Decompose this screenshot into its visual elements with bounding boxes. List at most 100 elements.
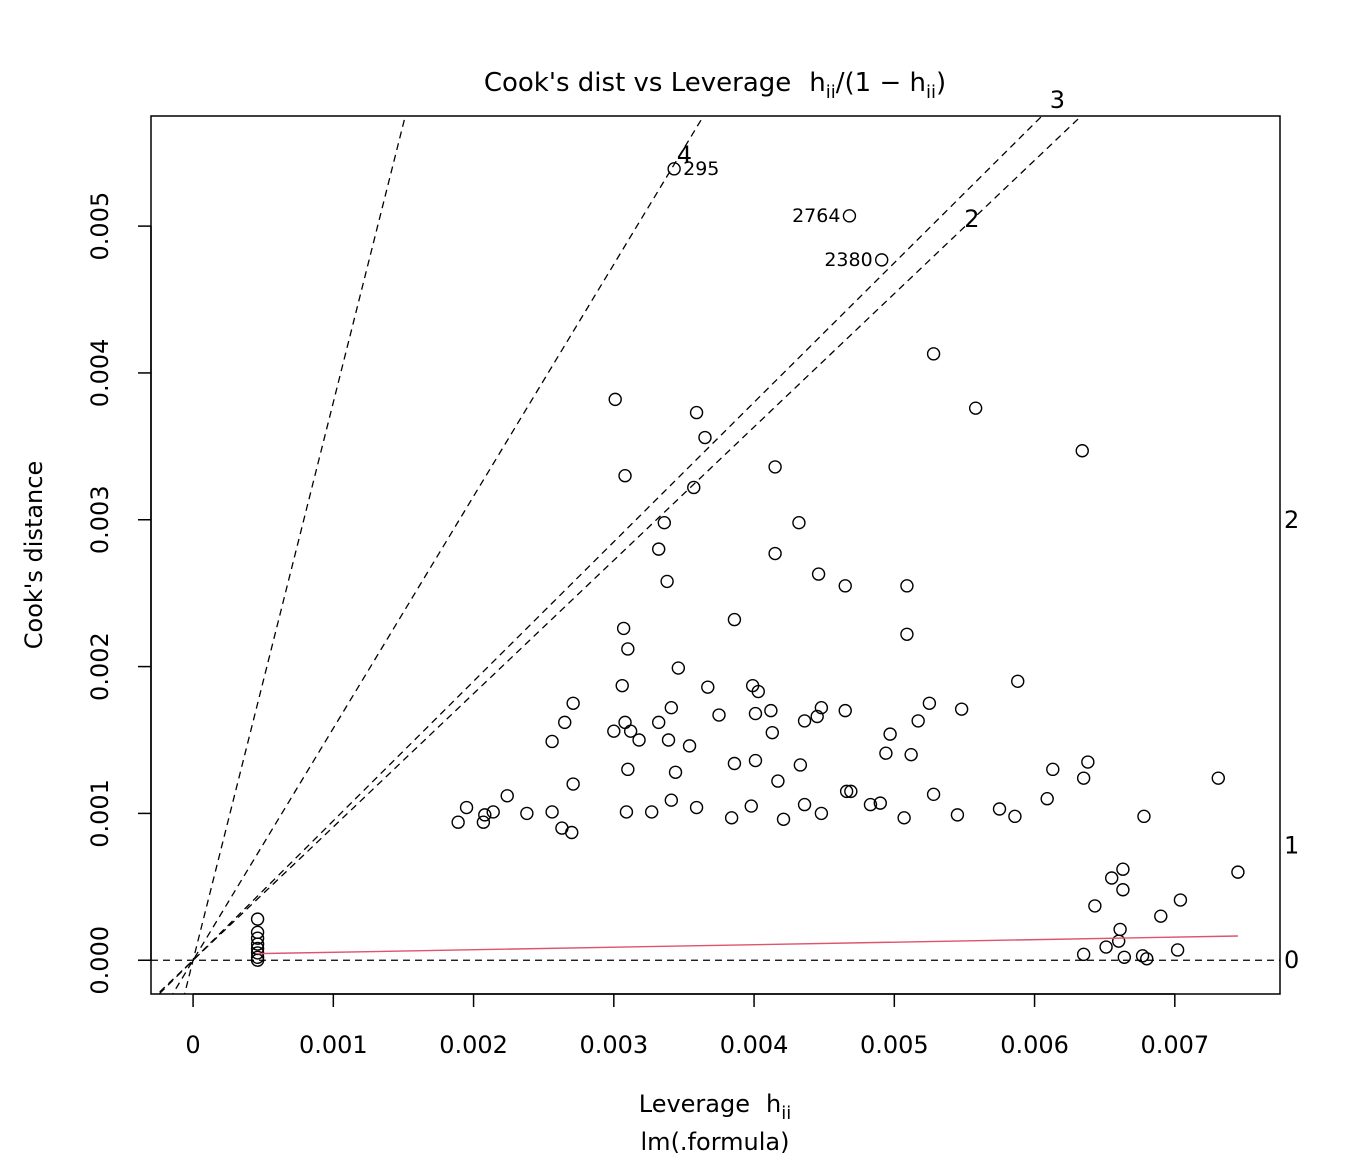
contour-label-3: 3 [1050, 86, 1065, 114]
data-point [558, 715, 572, 730]
data-point [689, 800, 704, 815]
data-point [1081, 755, 1095, 769]
data-point [616, 621, 631, 636]
plot-area-frame [150, 115, 1281, 995]
data-point [1154, 909, 1168, 923]
data-point [926, 787, 941, 802]
data-point [459, 800, 474, 815]
data-point [838, 703, 852, 718]
x-tick-label: 0.004 [720, 1031, 789, 1059]
contour-line-1 [183, 116, 406, 994]
data-point [451, 815, 465, 829]
y-tick-label: 0.005 [86, 192, 114, 261]
data-point [661, 733, 676, 747]
data-point [671, 661, 686, 675]
data-point [1117, 950, 1132, 964]
y-tick-label: 0.004 [86, 339, 114, 408]
data-point [1011, 674, 1025, 688]
data-point [651, 715, 666, 730]
data-point [607, 724, 621, 738]
annotations: 4 3 2 295 2764 2380 2 1 0 [677, 86, 1300, 974]
contour-line-3 [158, 116, 1043, 994]
data-point [664, 700, 679, 715]
x-tick-label: 0 [185, 1031, 200, 1059]
x-axis-label: Leverage hii [639, 1090, 792, 1124]
data-point [968, 401, 983, 415]
smooth-line [257, 935, 1238, 955]
x-tick-label: 0.007 [1140, 1031, 1209, 1059]
data-point [992, 802, 1007, 816]
data-point [764, 703, 778, 718]
data-point [844, 784, 858, 799]
data-point [621, 642, 635, 656]
data-point [478, 808, 492, 822]
data-point [1113, 922, 1127, 937]
data-point [657, 515, 672, 530]
data-point [748, 706, 763, 721]
x-axis: 0 0.001 0.002 0.003 0.004 0.005 0.006 0.007 [185, 993, 1209, 1059]
data-point [724, 811, 739, 825]
data-point [744, 799, 758, 813]
data-point [712, 708, 726, 722]
data-point [838, 579, 852, 593]
data-point [250, 931, 265, 945]
data-point [883, 727, 897, 741]
contour-label-4: 4 [677, 141, 692, 169]
y-axis: 0.000 0.001 0.002 0.003 0.004 0.005 [86, 192, 152, 995]
data-point [1170, 943, 1185, 957]
data-point [250, 937, 265, 951]
data-point [651, 542, 666, 556]
data-point [565, 825, 579, 840]
data-point [950, 808, 965, 822]
data-point [1140, 952, 1154, 966]
data-point [618, 715, 632, 730]
data-point [1088, 899, 1102, 913]
data-point [644, 805, 659, 819]
data-point [1135, 949, 1150, 963]
point-label: 2380 [824, 249, 872, 271]
data-point [727, 756, 742, 771]
data-point [792, 515, 806, 530]
data-point [768, 546, 782, 561]
data-point [771, 774, 785, 788]
data-point [1040, 792, 1054, 806]
data-point [1105, 871, 1119, 885]
data-point [632, 733, 646, 747]
data-point [1076, 771, 1091, 785]
data-point [615, 678, 629, 693]
data-point [879, 746, 893, 760]
y-tick-label: 0.003 [86, 485, 114, 554]
data-point [811, 567, 826, 581]
data-point [608, 392, 622, 407]
data-point [1046, 762, 1060, 777]
data-point [904, 747, 918, 762]
data-point [660, 574, 674, 589]
x-tick-label: 0.001 [299, 1031, 368, 1059]
chart-title: Cook's dist vs Leverage hii/(1 − hii) [484, 68, 946, 103]
data-point [814, 700, 829, 715]
data-point [768, 460, 782, 474]
right-margin-label-1: 1 [1284, 832, 1299, 860]
data-point [619, 805, 634, 819]
plot-region [151, 116, 1280, 994]
x-tick-label: 0.006 [1000, 1031, 1069, 1059]
labeled-data-point [842, 209, 857, 223]
point-label: 295 [683, 158, 719, 180]
right-margin-label-2: 2 [1284, 506, 1299, 534]
data-point [776, 812, 791, 826]
data-point [520, 806, 534, 821]
data-point [954, 702, 969, 716]
y-tick-label: 0.002 [86, 632, 114, 701]
data-point [668, 765, 683, 779]
data-point [621, 762, 635, 777]
data-point [810, 709, 824, 724]
contour-label-2: 2 [964, 205, 979, 233]
data-point [926, 347, 941, 361]
data-point [922, 696, 937, 710]
labeled-data-point [874, 253, 889, 267]
data-point [814, 806, 829, 821]
data-point [863, 797, 878, 812]
data-point [873, 796, 887, 810]
data-point [500, 789, 514, 803]
data-point [623, 724, 638, 738]
